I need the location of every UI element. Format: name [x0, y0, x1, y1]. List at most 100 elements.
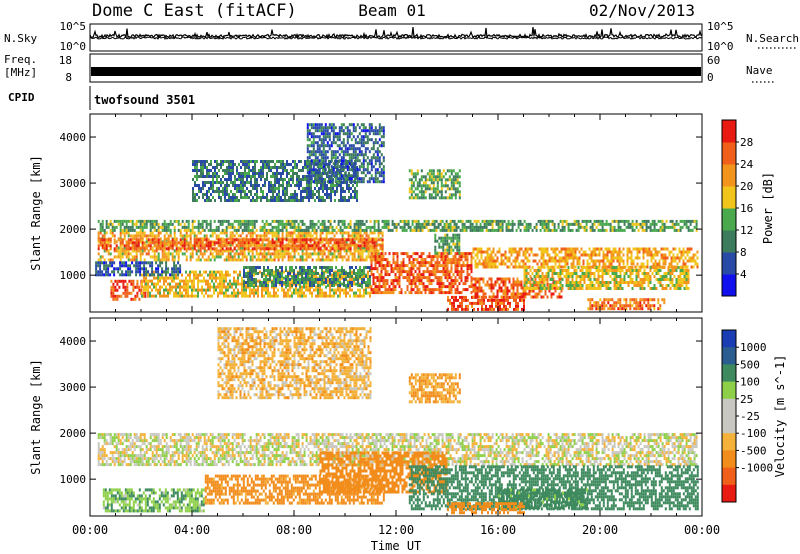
- power-cell: [193, 273, 195, 277]
- power-cell: [347, 258, 350, 262]
- power-cell: [183, 294, 185, 298]
- power-cell: [115, 240, 118, 244]
- power-cell: [432, 270, 435, 274]
- power-cell: [371, 249, 374, 253]
- power-cell: [323, 273, 325, 277]
- power-cell: [473, 301, 475, 305]
- power-cell: [291, 275, 293, 278]
- power-cell: [155, 258, 158, 262]
- power-cell: [171, 238, 174, 242]
- power-cell: [265, 284, 267, 287]
- power-cell: [119, 246, 122, 250]
- power-cell: [207, 241, 210, 245]
- power-cell: [335, 272, 337, 275]
- power-cell: [163, 228, 166, 232]
- power-cell: [671, 225, 674, 229]
- power-cell: [386, 264, 389, 268]
- power-cell: [123, 231, 126, 235]
- power-cell: [155, 228, 158, 232]
- power-cell: [388, 261, 391, 265]
- power-cell: [557, 281, 560, 284]
- power-cell: [163, 291, 165, 295]
- power-cell: [295, 244, 298, 248]
- power-cell: [289, 272, 291, 275]
- power-cell: [247, 241, 250, 245]
- power-cell: [388, 291, 391, 295]
- power-cell: [103, 234, 106, 238]
- power-cell: [265, 238, 268, 242]
- power-cell: [526, 259, 529, 263]
- power-cell: [639, 266, 642, 269]
- power-cell: [359, 238, 362, 242]
- power-cell: [551, 228, 554, 232]
- power-cell: [279, 275, 281, 278]
- power-cell: [474, 280, 477, 284]
- power-cell: [255, 241, 258, 245]
- power-cell: [267, 291, 269, 295]
- power-cell: [193, 225, 196, 229]
- power-cell: [491, 298, 493, 302]
- power-cell: [241, 228, 244, 232]
- power-cell: [321, 249, 324, 253]
- power-cell: [263, 273, 265, 277]
- power-cell: [367, 270, 369, 274]
- power-cell: [279, 246, 282, 250]
- power-cell: [363, 241, 366, 245]
- power-cell: [561, 284, 564, 287]
- power-cell: [496, 250, 499, 254]
- power-cell: [357, 278, 359, 281]
- power-cell: [357, 228, 360, 232]
- power-cell: [139, 240, 142, 244]
- power-cell: [442, 239, 445, 243]
- power-cell: [570, 256, 573, 260]
- power-cell: [690, 265, 693, 269]
- power-cell: [191, 228, 194, 232]
- power-cell: [373, 228, 376, 232]
- power-cell: [601, 275, 604, 278]
- power-cell: [677, 222, 680, 226]
- power-cell: [400, 270, 403, 274]
- power-cell: [501, 307, 503, 311]
- power-cell: [696, 250, 699, 254]
- power-cell: [195, 273, 197, 277]
- power-cell: [394, 276, 397, 280]
- power-cell: [546, 295, 549, 299]
- power-cell: [418, 273, 421, 277]
- power-cell: [460, 270, 463, 274]
- power-cell: [347, 249, 350, 253]
- power-cell: [261, 244, 264, 248]
- power-cell: [635, 278, 638, 281]
- power-cell: [173, 237, 176, 241]
- power-cell: [251, 278, 253, 281]
- power-cell: [467, 298, 469, 302]
- power-cell: [510, 247, 513, 251]
- power-cell: [363, 273, 365, 277]
- power-cell: [382, 291, 385, 295]
- power-cell: [247, 249, 250, 253]
- power-cell: [341, 244, 344, 248]
- power-cell: [179, 279, 181, 283]
- power-cell: [109, 222, 112, 226]
- power-cell: [299, 258, 302, 262]
- power-cell: [453, 301, 455, 305]
- power-cell: [281, 255, 284, 259]
- power-cell: [546, 262, 549, 266]
- power-cell: [482, 280, 485, 284]
- power-cell: [157, 282, 159, 286]
- power-cell: [187, 291, 189, 295]
- power-cell: [692, 253, 695, 257]
- power-cell: [581, 287, 584, 290]
- power-cell: [365, 285, 367, 289]
- power-cell: [495, 304, 497, 308]
- power-cell: [193, 288, 195, 292]
- power-cell: [514, 295, 517, 299]
- power-cell: [241, 279, 243, 283]
- power-cell: [225, 249, 228, 253]
- power-cell: [199, 249, 202, 253]
- power-cell: [143, 285, 145, 289]
- power-cell: [531, 278, 534, 281]
- power-cell: [392, 258, 395, 262]
- power-cell: [613, 284, 616, 287]
- power-cell: [317, 219, 320, 223]
- power-cell: [428, 264, 431, 268]
